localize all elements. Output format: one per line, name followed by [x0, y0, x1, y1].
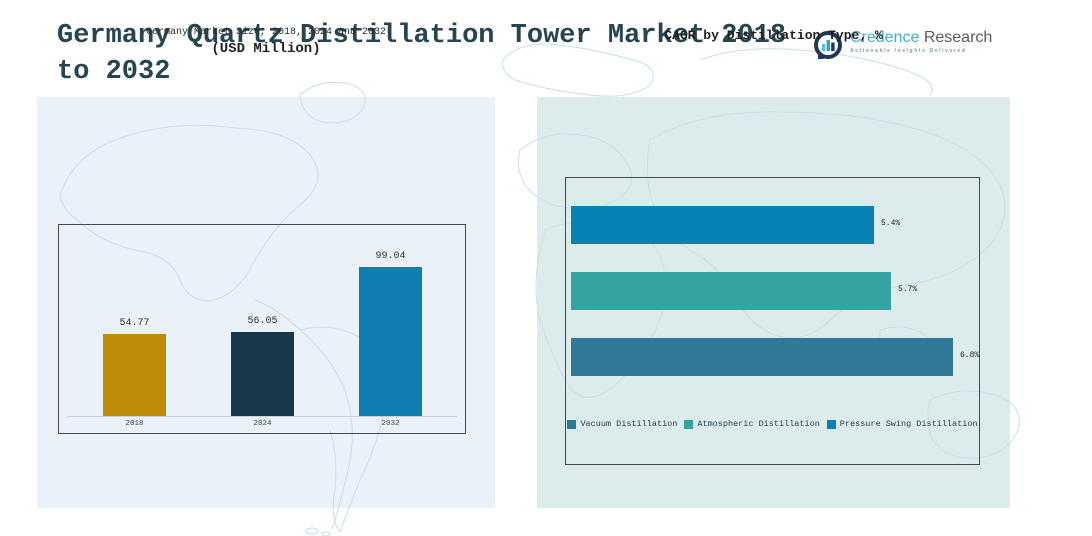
x-tick-2018: 2018: [125, 420, 144, 428]
page-title: Germany Quartz Distillation Tower Market…: [57, 18, 786, 90]
cagr-legend: Vacuum Distillation Atmospheric Distillat…: [566, 419, 979, 429]
logo-brand: Credence Research: [850, 30, 992, 46]
bar-pressure-swing-distillation: [571, 206, 874, 244]
market-size-chart-subtitle: (USD Million): [211, 41, 321, 57]
page-title-line1: Germany Quartz Distillation Tower Market…: [57, 21, 787, 51]
logo-text: Credence Research Actionable Insights De…: [850, 30, 992, 54]
bar-2024: [231, 332, 294, 416]
legend-swatch-vacuum-distillation: [567, 419, 577, 429]
logo-brand-secondary: Research: [919, 29, 993, 46]
logo-brand-primary: Credence: [850, 29, 920, 46]
x-tick-2032: 2032: [381, 420, 400, 428]
bar-atmospheric-distillation: [571, 272, 891, 310]
page-title-line2: to 2032: [57, 57, 171, 87]
bar-2032: [359, 267, 422, 416]
x-tick-2024: 2024: [253, 420, 272, 428]
bar-value-label-2024: 56.05: [247, 316, 278, 327]
bar-value-label-2018: 54.77: [119, 318, 150, 329]
cagr-chart-title: CAGR by Distillation Type, %: [664, 28, 883, 43]
market-size-chart-title: Germany Market Size, 2018, 2024 and 2032: [145, 27, 387, 38]
legend-swatch-pressure-swing-distillation: [826, 419, 836, 429]
bar-2018: [103, 334, 166, 416]
bar-value-label-vacuum-distillation: 6.8%: [960, 351, 980, 360]
logo-tagline: Actionable Insights Delivered: [850, 48, 967, 54]
legend-item-pressure-swing-distillation: Pressure Swing Distillation: [826, 419, 978, 429]
bar-value-label-2032: 99.04: [375, 251, 406, 262]
legend-item-atmospheric-distillation: Atmospheric Distillation: [684, 419, 820, 429]
market-size-chart: 54.77 2018 56.05 2024 99.04 2032: [58, 224, 466, 434]
legend-swatch-atmospheric-distillation: [684, 419, 694, 429]
bar-value-label-pressure-swing-distillation: 5.4%: [881, 219, 901, 228]
cagr-chart: 5.4% 5.7% 6.8% Vacuum Distillation Atmosphe…: [565, 177, 980, 465]
legend-item-vacuum-distillation: Vacuum Distillation: [567, 419, 677, 429]
x-axis-line: [67, 416, 457, 417]
bar-vacuum-distillation: [571, 338, 953, 376]
bar-value-label-atmospheric-distillation: 5.7%: [898, 285, 918, 294]
